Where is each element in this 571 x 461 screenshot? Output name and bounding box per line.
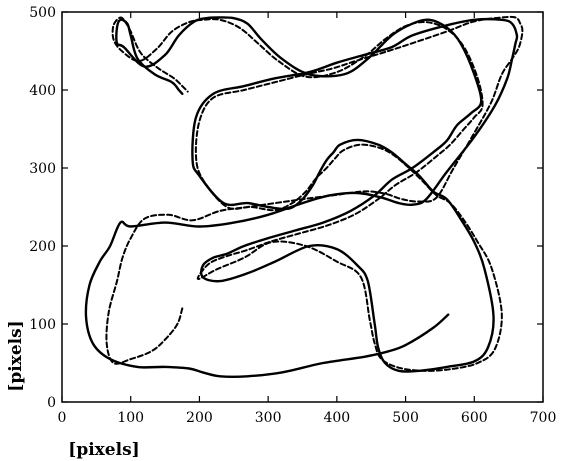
series-dashed-trace <box>105 15 524 372</box>
x-axis: 0 100 200 300 400 500 600 700 <box>58 12 557 426</box>
y-tick-label: 200 <box>29 239 56 255</box>
series-solid-trace <box>84 16 519 378</box>
plot-frame <box>61 11 544 403</box>
x-tick-label: 100 <box>117 410 144 426</box>
x-tick-label: 300 <box>255 410 282 426</box>
x-tick-label: 700 <box>530 410 557 426</box>
trace-layer <box>84 15 524 378</box>
y-axis-title: [pixels] <box>6 320 26 391</box>
x-tick-label: 600 <box>461 410 488 426</box>
x-tick-label: 200 <box>186 410 213 426</box>
y-tick-label: 500 <box>29 5 56 21</box>
x-tick-label: 0 <box>58 410 67 426</box>
x-tick-label: 500 <box>392 410 419 426</box>
y-tick-label: 100 <box>29 317 56 333</box>
y-axis: 0 100 200 300 400 500 <box>29 5 543 411</box>
x-axis-title: [pixels] <box>68 440 139 460</box>
y-tick-label: 300 <box>29 161 56 177</box>
x-tick-label: 400 <box>323 410 350 426</box>
y-tick-label: 400 <box>29 83 56 99</box>
y-tick-label: 0 <box>47 395 56 411</box>
